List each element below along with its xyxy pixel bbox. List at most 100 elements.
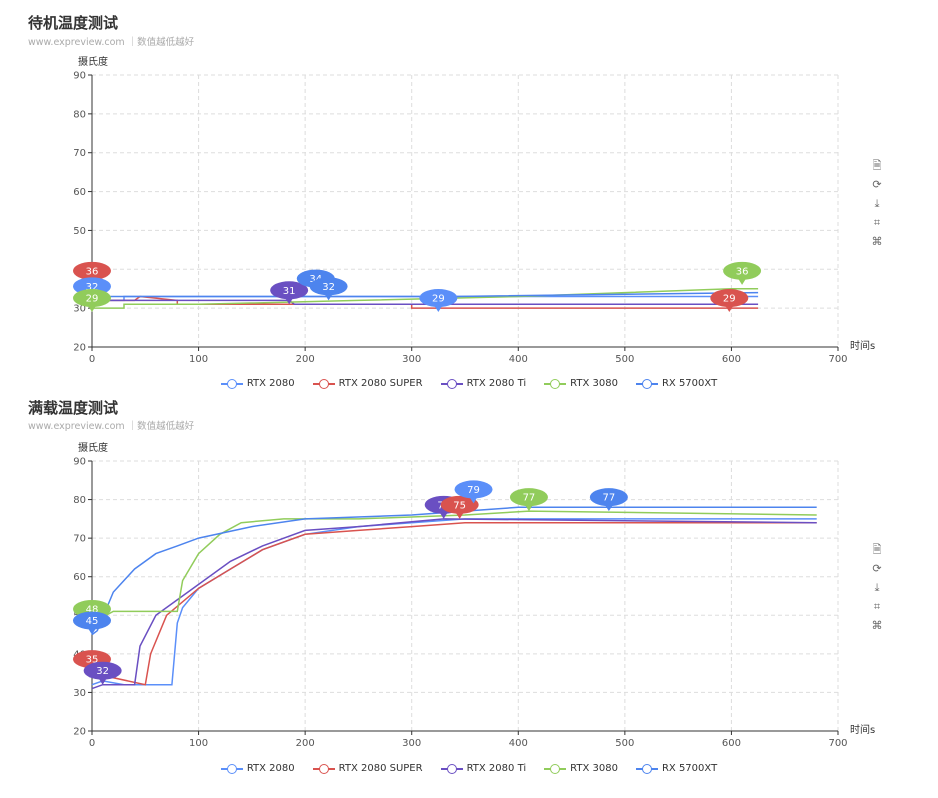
marker-pin-label: 34 [309,274,322,285]
legend-item-rtx-2080[interactable]: RTX 2080 [220,763,295,774]
marker-pin-tip [603,503,614,512]
marker-pin-min[interactable]: 29 [710,289,749,313]
marker-pin-min[interactable]: 32 [309,277,348,301]
marker-pin-bubble [83,661,122,680]
download-icon[interactable]: ⤓ [874,197,880,210]
x-tick-label: 200 [296,738,315,749]
zoom-reset-icon[interactable]: ⌘ [871,235,883,248]
marker-pin-label: 79 [467,485,480,496]
marker-pin-max[interactable]: 77 [589,488,628,512]
x-tick-label: 0 [89,354,95,365]
y-tick-label: 90 [73,71,86,82]
legend-label: RTX 3080 [570,378,618,389]
marker-pin-bubble [73,289,111,308]
y-tick-label: 70 [73,148,86,159]
idle-temperature-chart: 20304050607080900100200300400500600700摄氏… [73,55,875,365]
marker-pin-tip [97,676,108,685]
legend-item-rx-5700xt[interactable]: RX 5700XT [635,378,717,389]
marker-pin-max[interactable]: 36 [723,261,762,285]
marker-pin-bubble [723,261,762,280]
marker-pin-max[interactable]: 79 [454,480,493,504]
legend-symbol [544,763,567,774]
marker-pin-tip [284,296,295,305]
marker-pin-tip [87,304,97,313]
legend-item-rtx-3080[interactable]: RTX 3080 [544,763,618,774]
series-line-rtx-3080[interactable] [91,510,817,624]
series-line-rtx-2080[interactable] [91,518,817,686]
marker-pin-label: 77 [603,493,616,504]
marker-pin-max[interactable]: 77 [509,488,548,512]
x-tick-label: 500 [615,354,634,365]
x-tick-label: 500 [615,738,634,749]
marker-pin-label: 29 [723,294,736,305]
legend-item-rtx-2080-super[interactable]: RTX 2080 SUPER [312,763,423,774]
series-line-rtx-3080[interactable] [92,287,759,309]
x-axis-label: 时间s [850,339,875,352]
legend-item-rtx-2080-ti[interactable]: RTX 2080 Ti [440,378,527,389]
x-tick-label: 100 [189,738,208,749]
x-tick-label: 0 [89,738,95,749]
y-axis-label: 摄氏度 [78,441,108,454]
marker-pin-max[interactable]: 75 [440,495,479,519]
data-view-icon[interactable]: 🗎 [872,543,882,556]
marker-pin-min[interactable]: 32 [83,661,122,685]
legend-symbol [440,763,463,774]
marker-pin-tip [737,276,748,285]
marker-pin-tip [87,626,97,635]
legend-label: RTX 2080 Ti [466,378,527,389]
marker-pin-label: 31 [283,286,296,297]
x-tick-label: 400 [509,354,528,365]
marker-pin-min[interactable]: 29 [73,289,111,313]
legend-item-rtx-2080-ti[interactable]: RTX 2080 Ti [440,763,526,774]
zoom-reset-icon[interactable]: ⌘ [871,619,883,632]
series-line-rx-5700xt[interactable] [91,506,817,636]
restore-icon[interactable]: ⟳ [872,562,882,575]
marker-pin-min[interactable]: 29 [419,289,458,313]
x-tick-label: 200 [296,354,315,365]
marker-pin-label: 32 [322,282,335,293]
legend-item-rtx-2080[interactable]: RTX 2080 [220,378,295,389]
toolbox-load: 🗎 ⟳ ⤓ ⌗ ⌘ [870,542,884,633]
marker-pin-bubble [509,488,548,507]
restore-icon[interactable]: ⟳ [872,178,882,191]
marker-pin-min[interactable]: 31 [270,281,309,305]
series-line-rtx-2080-ti[interactable] [91,518,817,690]
zoom-icon[interactable]: ⌗ [873,600,881,613]
marker-pin-tip [438,510,449,519]
marker-pin-tip [724,304,735,313]
marker-pin-min[interactable]: 45 [73,611,111,635]
marker-pin-label: 35 [86,655,99,666]
legend-item-rx-5700xt[interactable]: RX 5700XT [635,763,717,774]
legend-symbol [544,378,567,389]
legend-label: RTX 2080 SUPER [338,378,423,389]
marker-pin-bubble [440,495,479,514]
toolbox-idle: 🗎 ⟳ ⤓ ⌗ ⌘ [870,158,884,249]
legend-item-rtx-3080[interactable]: RTX 3080 [544,378,618,389]
marker-pin-label: 29 [432,294,445,305]
marker-pin-label: 29 [86,294,99,305]
x-tick-label: 100 [189,354,208,365]
legend-symbol [220,763,243,774]
legend-label: RTX 3080 [570,763,618,774]
series-line-rtx-2080-super[interactable] [91,521,817,686]
marker-pin-bubble [589,488,628,507]
legend-symbol [440,378,463,389]
marker-pin-label: 36 [86,266,99,277]
y-tick-label: 80 [73,495,86,506]
y-tick-label: 80 [73,109,86,120]
download-icon[interactable]: ⤓ [874,581,880,594]
chart-title-load: 满载温度测试 [28,399,119,417]
y-tick-label: 60 [73,572,86,583]
marker-pin-bubble [270,281,309,300]
legend-label: RTX 2080 [246,763,295,774]
x-axis-label: 时间s [850,723,875,736]
zoom-icon[interactable]: ⌗ [873,216,881,229]
chart-title-idle: 待机温度测试 [28,14,119,32]
legend-symbol [220,378,243,389]
y-tick-label: 50 [73,226,86,237]
legend-idle: RTX 2080 RTX 2080 SUPER RTX 2080 Ti RTX 308… [0,378,938,389]
data-view-icon[interactable]: 🗎 [872,159,882,172]
legend-item-rtx-2080-super[interactable]: RTX 2080 SUPER [312,378,423,389]
marker-pin-label: 45 [86,616,99,627]
x-tick-label: 300 [402,738,421,749]
